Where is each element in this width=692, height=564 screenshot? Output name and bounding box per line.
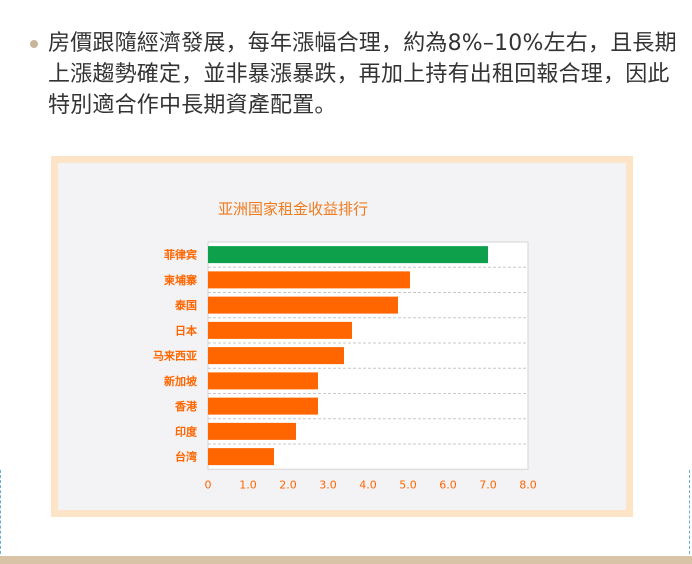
category-label: 菲律宾 — [164, 248, 197, 262]
x-tick-label: 0 — [205, 478, 212, 491]
bar-8 — [208, 422, 296, 440]
bar-2 — [208, 271, 410, 289]
bullet-dot — [30, 40, 38, 48]
bar-3 — [208, 296, 398, 314]
category-label: 香港 — [174, 399, 198, 413]
category-label: 新加坡 — [164, 374, 198, 388]
bar-7 — [208, 397, 318, 415]
footer-bar — [0, 556, 692, 564]
right-guide-line — [689, 470, 690, 564]
x-tick-label: 3.0 — [319, 478, 337, 491]
bar-9 — [208, 448, 274, 466]
bar-6 — [208, 372, 318, 390]
x-tick-label: 4.0 — [359, 478, 377, 491]
chart-frame: 亚洲国家租金收益排行 菲律宾柬埔寨泰国日本马来西亚新加坡香港印度台湾 0 1.0 2.… — [51, 156, 633, 517]
category-label: 马来西亚 — [153, 349, 197, 363]
x-tick-label: 2.0 — [279, 478, 297, 491]
x-tick-label: 6.0 — [439, 478, 457, 491]
bar-5 — [208, 347, 344, 365]
x-tick-label: 1.0 — [239, 478, 257, 491]
chart-title: 亚洲国家租金收益排行 — [218, 200, 368, 218]
x-tick-label: 8.0 — [519, 478, 537, 491]
body-paragraph: 房價跟隨經濟發展，每年漲幅合理，約為8%–10%左右，且長期上漲趨勢確定，並非暴… — [48, 31, 677, 118]
x-tick-label: 7.0 — [479, 478, 497, 491]
bar-1 — [208, 246, 488, 264]
category-label: 泰国 — [174, 298, 197, 312]
x-tick-label: 5.0 — [399, 478, 417, 491]
category-label: 印度 — [175, 424, 198, 438]
category-label: 台湾 — [175, 450, 197, 464]
bar-4 — [208, 321, 352, 339]
category-label: 日本 — [175, 323, 197, 337]
category-label: 柬埔寨 — [164, 273, 197, 287]
left-guide-line — [0, 470, 1, 564]
chart-panel: 亚洲国家租金收益排行 菲律宾柬埔寨泰国日本马来西亚新加坡香港印度台湾 0 1.0 2.… — [58, 163, 626, 510]
